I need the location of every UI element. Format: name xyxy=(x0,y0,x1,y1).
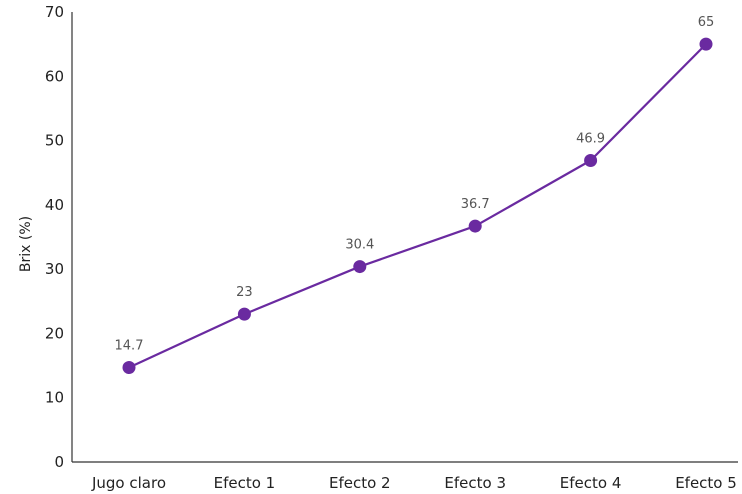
x-tick-label: Jugo claro xyxy=(91,474,166,492)
series-line xyxy=(128,43,707,369)
y-tick-label: 20 xyxy=(45,324,64,342)
y-axis-title: Brix (%) xyxy=(18,216,34,272)
x-tick-label: Efecto 1 xyxy=(214,474,276,492)
data-label: 65 xyxy=(698,15,715,30)
x-tick-label: Efecto 5 xyxy=(675,474,737,492)
data-point xyxy=(584,154,598,167)
y-tick-label: 0 xyxy=(54,453,64,471)
y-axis-ticks: 0 10 20 30 40 50 60 70 xyxy=(45,3,64,471)
data-point xyxy=(699,37,713,51)
x-tick-label: Efecto 4 xyxy=(560,474,622,492)
data-label: 30.4 xyxy=(345,238,374,253)
y-tick-label: 10 xyxy=(45,389,64,407)
x-tick-label: Efecto 2 xyxy=(329,474,391,492)
data-label: 46.9 xyxy=(576,132,605,147)
data-labels: 14.7 23 30.4 36.7 46.9 65 xyxy=(115,15,715,353)
axes xyxy=(71,12,738,463)
data-label: 14.7 xyxy=(115,339,144,354)
series-points xyxy=(122,37,713,374)
data-point xyxy=(237,307,251,321)
x-tick-label: Efecto 3 xyxy=(444,474,506,492)
y-tick-label: 50 xyxy=(45,132,64,150)
y-tick-label: 30 xyxy=(45,260,64,278)
data-point xyxy=(353,260,367,274)
data-label: 36.7 xyxy=(461,197,490,212)
data-point xyxy=(468,219,482,233)
y-tick-label: 40 xyxy=(45,196,64,214)
series-lines xyxy=(128,43,707,369)
data-point xyxy=(122,361,136,374)
y-tick-label: 60 xyxy=(45,67,64,85)
y-tick-label: 70 xyxy=(45,3,64,21)
data-label: 23 xyxy=(236,285,253,300)
x-axis-ticks: Jugo claro Efecto 1 Efecto 2 Efecto 3 Efecto… xyxy=(91,474,737,492)
